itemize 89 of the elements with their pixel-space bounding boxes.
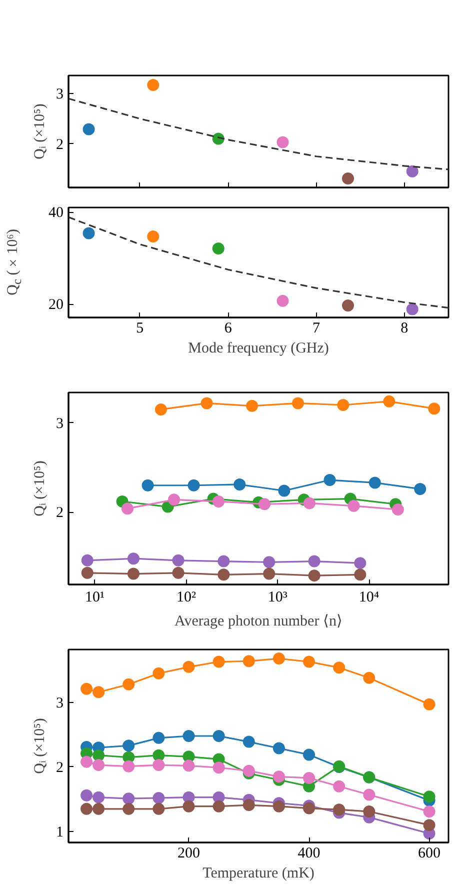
point	[333, 804, 346, 816]
point	[363, 788, 376, 801]
point	[152, 792, 165, 804]
point	[363, 806, 376, 818]
point	[242, 764, 255, 777]
point	[242, 655, 255, 668]
point	[303, 748, 316, 761]
x-axis-title: Mode frequency (GHz)	[188, 340, 329, 356]
x-tick-label: 600	[418, 846, 441, 862]
point	[122, 792, 135, 805]
point	[182, 660, 195, 673]
y-axis-title: Qᵢ (×10⁵)	[32, 460, 48, 516]
x-tick-label: 10⁴	[358, 590, 380, 606]
point	[147, 79, 160, 92]
x-tick-label: 5	[136, 320, 144, 336]
point	[303, 802, 316, 814]
y-tick-label: 1	[56, 824, 64, 841]
point	[272, 770, 285, 783]
point	[272, 800, 285, 812]
y-tick-label: 2	[56, 505, 64, 522]
point	[122, 740, 135, 752]
point	[152, 667, 165, 680]
point	[82, 123, 95, 136]
x-tick-label: 400	[298, 846, 320, 862]
point	[423, 790, 436, 803]
point	[122, 760, 135, 772]
point	[80, 682, 93, 695]
y-tick-label: 40	[48, 205, 64, 222]
x-tick-label: 7	[312, 320, 320, 336]
point	[147, 230, 160, 242]
point	[423, 819, 436, 832]
point	[152, 759, 165, 772]
point	[80, 789, 93, 802]
point	[242, 736, 255, 748]
y-axis-title: Qᵢ (×10⁵)	[32, 718, 48, 774]
point	[122, 802, 135, 815]
y-tick-label: 3	[56, 416, 64, 432]
point	[80, 756, 93, 768]
point	[212, 800, 225, 812]
point	[122, 678, 135, 690]
point	[182, 800, 195, 812]
point	[276, 294, 289, 307]
point	[182, 760, 195, 772]
point	[92, 759, 105, 772]
x-tick-label: 10¹	[85, 590, 105, 606]
x-tick-label: 8	[400, 320, 408, 336]
x-tick-label: 200	[178, 846, 200, 862]
point	[242, 799, 255, 812]
point	[276, 136, 289, 148]
point	[363, 672, 376, 684]
y-tick-label: 2	[56, 760, 64, 776]
point	[92, 802, 105, 815]
point	[423, 806, 436, 818]
point	[423, 698, 436, 710]
point	[406, 165, 418, 178]
point	[272, 652, 285, 665]
x-axis-title: Temperature (mK)	[202, 866, 314, 882]
point	[182, 730, 195, 742]
point	[333, 780, 346, 792]
line-series	[68, 216, 448, 309]
x-axis-title: Average photon number ⟨n⟩	[174, 614, 342, 630]
point	[92, 749, 105, 762]
point	[212, 242, 224, 254]
point	[212, 730, 225, 742]
point	[333, 662, 346, 674]
y-tick-label: 20	[48, 297, 64, 314]
point	[212, 762, 225, 774]
point	[272, 742, 285, 754]
x-tick-label: 6	[224, 320, 232, 336]
y-tick-label: 3	[56, 86, 64, 103]
point	[303, 656, 316, 668]
point	[152, 732, 165, 744]
line-series	[68, 98, 448, 170]
point	[152, 802, 165, 815]
point	[406, 303, 418, 316]
y-tick-label: 2	[56, 136, 64, 153]
x-tick-label: 10²	[176, 590, 196, 606]
point	[212, 656, 225, 668]
y-axis-title: Qᵢ (×10⁵)	[32, 104, 48, 160]
point	[82, 227, 95, 240]
y-tick-label: 3	[56, 695, 64, 712]
point	[342, 172, 354, 184]
point	[342, 300, 354, 312]
point	[152, 749, 165, 762]
x-tick-label: 10³	[268, 590, 288, 606]
point	[303, 772, 316, 784]
point	[92, 686, 105, 698]
point	[92, 791, 105, 804]
point	[80, 802, 93, 815]
